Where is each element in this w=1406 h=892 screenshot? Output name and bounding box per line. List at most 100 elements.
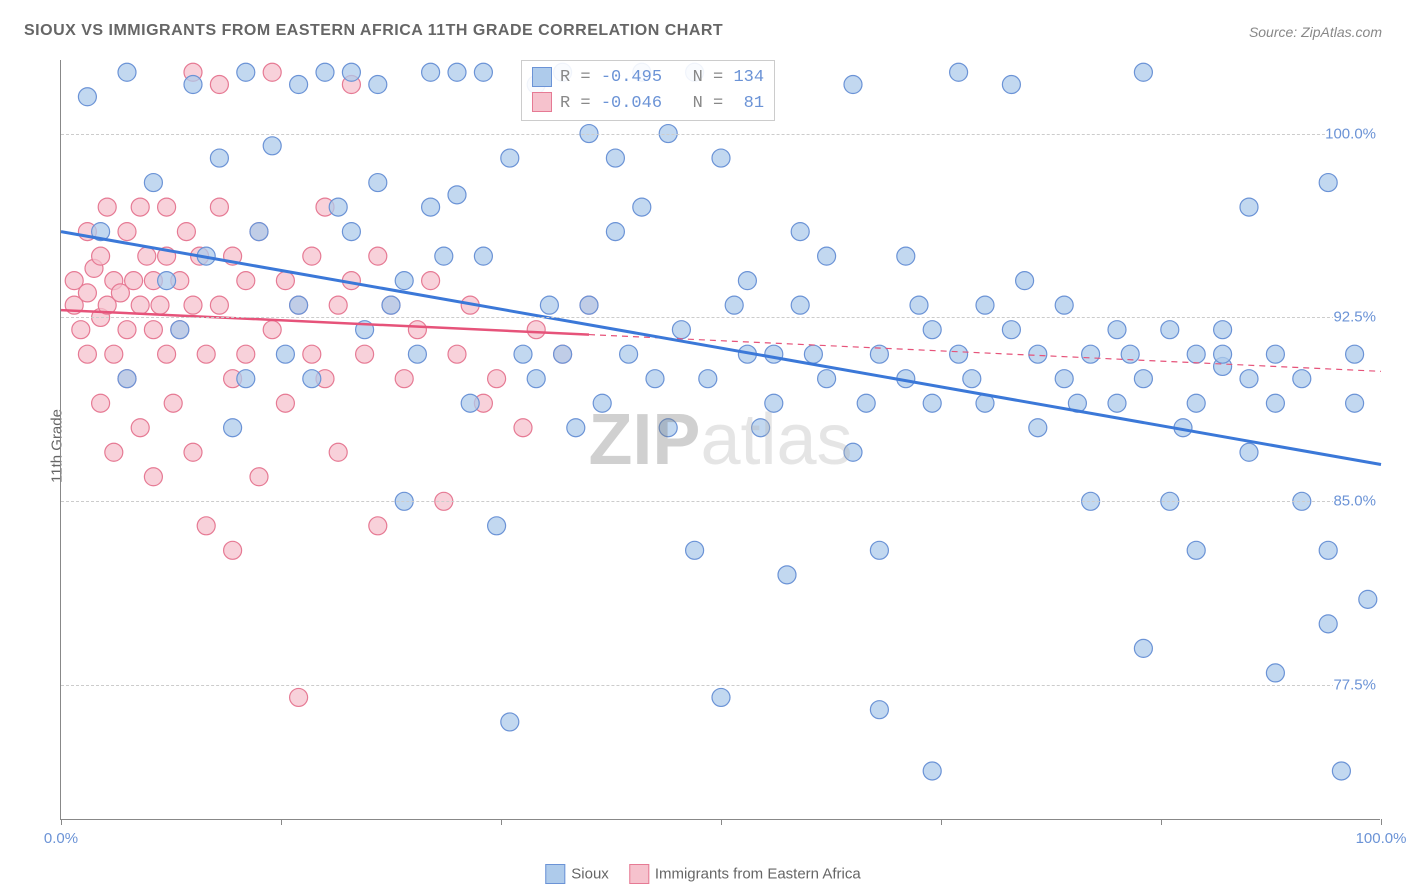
legend-swatch xyxy=(545,864,565,884)
sioux-point xyxy=(963,370,981,388)
sioux-point xyxy=(950,63,968,81)
legend-swatch xyxy=(532,92,552,112)
sioux-point xyxy=(778,566,796,584)
sioux-point xyxy=(408,345,426,363)
eafrica-point xyxy=(184,443,202,461)
sioux-point xyxy=(540,296,558,314)
stats-text: R = -0.495 N = 134 xyxy=(560,68,764,87)
sioux-point xyxy=(791,223,809,241)
sioux-point xyxy=(1187,345,1205,363)
stats-text: R = -0.046 N = 81 xyxy=(560,94,764,113)
stats-row-eafrica: R = -0.046 N = 81 xyxy=(532,91,764,117)
stats-row-sioux: R = -0.495 N = 134 xyxy=(532,65,764,91)
legend-label: Immigrants from Eastern Africa xyxy=(655,866,861,883)
eafrica-point xyxy=(72,321,90,339)
sioux-point xyxy=(1319,174,1337,192)
sioux-point xyxy=(514,345,532,363)
sioux-point xyxy=(791,296,809,314)
sioux-point xyxy=(501,713,519,731)
sioux-point xyxy=(752,419,770,437)
x-tick xyxy=(501,819,502,825)
sioux-point xyxy=(580,296,598,314)
sioux-point xyxy=(1134,63,1152,81)
stats-legend-box: R = -0.495 N = 134 R = -0.046 N = 81 xyxy=(521,60,775,121)
legend-label: Sioux xyxy=(571,866,609,883)
sioux-point xyxy=(686,541,704,559)
sioux-point xyxy=(804,345,822,363)
eafrica-point xyxy=(98,198,116,216)
eafrica-point xyxy=(138,247,156,265)
sioux-point xyxy=(738,272,756,290)
eafrica-point xyxy=(197,517,215,535)
sioux-point xyxy=(210,149,228,167)
sioux-point xyxy=(263,137,281,155)
sioux-point xyxy=(118,63,136,81)
sioux-point xyxy=(1134,370,1152,388)
sioux-point xyxy=(1293,370,1311,388)
sioux-point xyxy=(1332,762,1350,780)
sioux-point xyxy=(554,345,572,363)
chart-container: SIOUX VS IMMIGRANTS FROM EASTERN AFRICA … xyxy=(0,0,1406,892)
sioux-point xyxy=(501,149,519,167)
eafrica-point xyxy=(151,296,169,314)
sioux-point xyxy=(1187,541,1205,559)
sioux-point xyxy=(422,198,440,216)
sioux-point xyxy=(659,419,677,437)
sioux-point xyxy=(910,296,928,314)
sioux-point xyxy=(1161,321,1179,339)
gridline-h xyxy=(61,134,1380,135)
sioux-point xyxy=(303,370,321,388)
eafrica-point xyxy=(224,541,242,559)
eafrica-point xyxy=(78,345,96,363)
sioux-point xyxy=(382,296,400,314)
eafrica-point xyxy=(329,443,347,461)
sioux-point xyxy=(1187,394,1205,412)
sioux-point xyxy=(1029,345,1047,363)
sioux-point xyxy=(1240,370,1258,388)
chart-title: SIOUX VS IMMIGRANTS FROM EASTERN AFRICA … xyxy=(24,22,723,40)
eafrica-point xyxy=(158,198,176,216)
sioux-regression-line xyxy=(61,232,1381,465)
eafrica-point xyxy=(78,284,96,302)
sioux-point xyxy=(158,272,176,290)
eafrica-point xyxy=(422,272,440,290)
x-tick xyxy=(721,819,722,825)
sioux-point xyxy=(699,370,717,388)
sioux-point xyxy=(950,345,968,363)
eafrica-regression-ext xyxy=(589,335,1381,372)
sioux-point xyxy=(250,223,268,241)
eafrica-point xyxy=(144,468,162,486)
x-tick xyxy=(1161,819,1162,825)
sioux-point xyxy=(857,394,875,412)
chart-svg xyxy=(61,60,1380,819)
x-tick xyxy=(1381,819,1382,825)
sioux-point xyxy=(1016,272,1034,290)
eafrica-point xyxy=(276,394,294,412)
sioux-point xyxy=(646,370,664,388)
eafrica-regression-line xyxy=(61,310,589,335)
sioux-point xyxy=(897,247,915,265)
sioux-point xyxy=(1082,345,1100,363)
eafrica-point xyxy=(488,370,506,388)
y-tick-label: 77.5% xyxy=(1333,677,1382,694)
sioux-point xyxy=(290,296,308,314)
legend-item-eafrica: Immigrants from Eastern Africa xyxy=(629,864,861,884)
sioux-point xyxy=(422,63,440,81)
eafrica-point xyxy=(303,345,321,363)
gridline-h xyxy=(61,501,1380,502)
eafrica-point xyxy=(197,345,215,363)
eafrica-point xyxy=(448,345,466,363)
eafrica-point xyxy=(164,394,182,412)
sioux-point xyxy=(1108,394,1126,412)
sioux-point xyxy=(1346,394,1364,412)
legend-swatch xyxy=(629,864,649,884)
eafrica-point xyxy=(263,63,281,81)
eafrica-point xyxy=(408,321,426,339)
eafrica-point xyxy=(105,443,123,461)
sioux-point xyxy=(976,296,994,314)
eafrica-point xyxy=(131,198,149,216)
eafrica-point xyxy=(303,247,321,265)
x-tick xyxy=(281,819,282,825)
eafrica-point xyxy=(527,321,545,339)
eafrica-point xyxy=(118,223,136,241)
